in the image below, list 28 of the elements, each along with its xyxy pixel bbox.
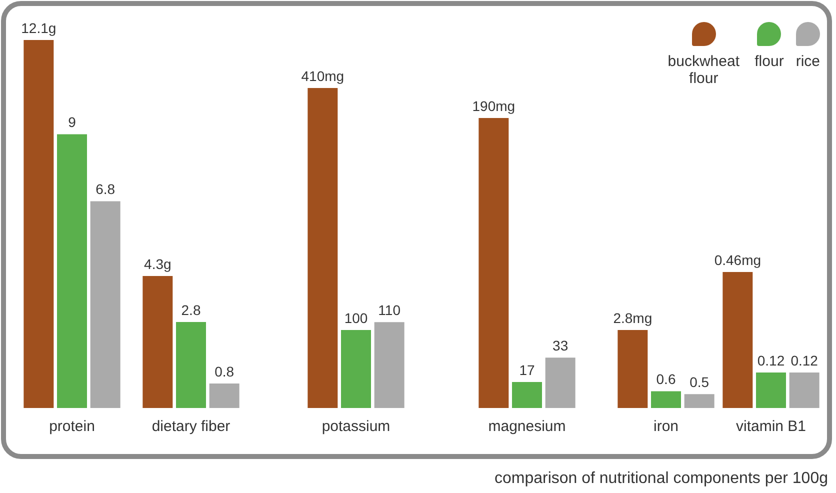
data-label: 9 — [68, 114, 76, 130]
data-label: 100 — [344, 310, 368, 326]
data-label: 6.8 — [96, 181, 116, 198]
data-label: 190mg — [472, 98, 516, 114]
x-tick-label: dietary fiber — [152, 418, 230, 436]
data-label: 2.8mg — [613, 310, 652, 326]
data-label: 0.12 — [757, 352, 785, 368]
x-tick-label: protein — [49, 418, 95, 436]
legend-label: flour — [754, 53, 784, 70]
data-label: 0.6 — [656, 371, 676, 388]
data-label: 410mg — [301, 68, 344, 84]
data-label: 0.8 — [214, 363, 234, 380]
data-label: 4.3g — [144, 256, 172, 272]
legend-label: buckwheat flour — [666, 53, 740, 87]
data-label: 0.12 — [790, 352, 818, 368]
text: comparison of nutritional components per 100g — [494, 470, 828, 488]
data-label: 0.5 — [690, 374, 710, 390]
x-tick-label: magnesium — [488, 418, 566, 436]
x-tick-label: potassium — [322, 418, 390, 436]
data-label: 33 — [552, 337, 568, 354]
data-label: 110 — [378, 302, 401, 318]
data-label: 2.8 — [181, 302, 201, 318]
x-tick-label: iron — [653, 418, 679, 436]
x-tick-label: vitamin B1 — [736, 418, 806, 436]
data-label: 12.1g — [21, 20, 56, 36]
data-label: 17 — [519, 362, 535, 378]
data-label: 0.46mg — [714, 252, 762, 268]
legend-label: rice — [796, 53, 820, 70]
